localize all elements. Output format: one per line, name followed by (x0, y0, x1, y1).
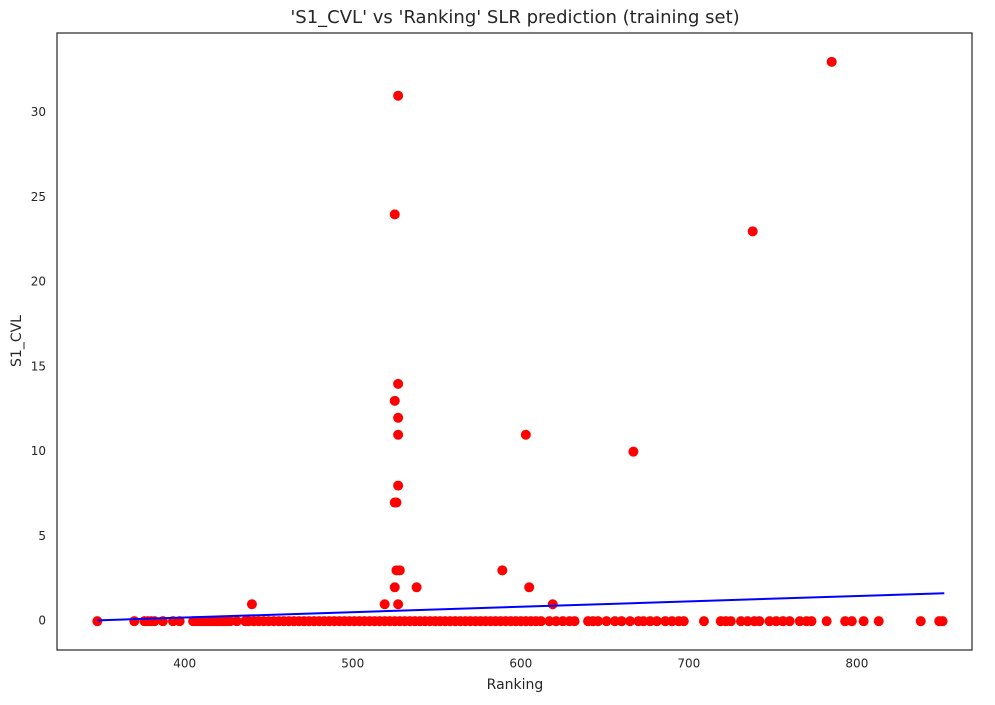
data-point (393, 412, 404, 423)
data-point (497, 565, 508, 576)
data-point (625, 616, 636, 627)
x-tick-label: 400 (173, 657, 196, 671)
data-point (246, 599, 257, 610)
x-tick-label: 700 (677, 657, 700, 671)
data-point (821, 616, 832, 627)
x-tick-label: 500 (341, 657, 364, 671)
data-point (389, 395, 400, 406)
y-axis-label: S1_CVL (9, 315, 25, 367)
y-tick-label: 0 (38, 614, 46, 628)
data-point (593, 616, 604, 627)
data-point (393, 378, 404, 389)
y-tick-label: 30 (31, 105, 46, 119)
data-point (858, 616, 869, 627)
y-tick-label: 20 (31, 275, 46, 289)
data-point (698, 616, 709, 627)
data-point (806, 616, 817, 627)
data-point (616, 616, 627, 627)
data-point (411, 582, 422, 593)
x-axis-label: Ranking (487, 677, 544, 693)
data-point (379, 599, 390, 610)
data-point (524, 582, 535, 593)
data-point (520, 429, 531, 440)
data-point (678, 616, 689, 627)
x-tick-label: 800 (845, 657, 868, 671)
data-point (747, 226, 758, 237)
data-point (784, 616, 795, 627)
y-tick-label: 25 (31, 190, 46, 204)
data-point (535, 616, 546, 627)
data-point (547, 599, 558, 610)
data-point (393, 429, 404, 440)
regression-line (97, 592, 945, 622)
data-point (826, 56, 837, 67)
chart-title: 'S1_CVL' vs 'Ranking' SLR prediction (tr… (290, 7, 739, 28)
data-point (725, 616, 736, 627)
x-tick-label: 600 (509, 657, 532, 671)
data-point (389, 209, 400, 220)
data-point (393, 90, 404, 101)
data-point (915, 616, 926, 627)
y-tick-label: 15 (31, 359, 46, 373)
data-point (846, 616, 857, 627)
data-point (129, 616, 140, 627)
data-point (92, 616, 103, 627)
data-point (628, 446, 639, 457)
data-point (231, 616, 242, 627)
data-point (754, 616, 765, 627)
data-point (391, 497, 402, 508)
data-point (393, 599, 404, 610)
data-point (873, 616, 884, 627)
data-point (601, 616, 612, 627)
data-point (651, 616, 662, 627)
data-point (937, 616, 948, 627)
data-point (394, 565, 405, 576)
data-point (393, 480, 404, 491)
data-point (569, 616, 580, 627)
data-point (389, 582, 400, 593)
y-tick-label: 10 (31, 444, 46, 458)
plot-frame (56, 32, 973, 651)
y-tick-label: 5 (38, 529, 46, 543)
